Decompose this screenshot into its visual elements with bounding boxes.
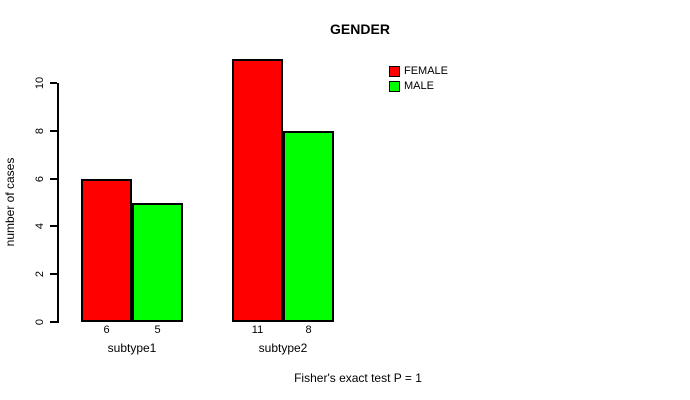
y-tick-label: 4	[34, 223, 46, 230]
bar-male-subtype2	[283, 130, 334, 322]
y-tick-mark	[50, 273, 57, 276]
y-tick-mark	[50, 82, 57, 84]
y-tick-mark	[50, 321, 57, 323]
category-label-subtype1: subtype1	[107, 341, 157, 355]
y-tick-label: 10	[34, 76, 46, 90]
bar-value-label: 6	[103, 324, 110, 336]
bar-value-label: 8	[305, 324, 312, 336]
legend-label: FEMALE	[404, 65, 449, 77]
legend-label: MALE	[404, 80, 434, 92]
bar-female-subtype2	[232, 59, 283, 322]
y-tick-label: 2	[34, 271, 46, 278]
y-axis-title: number of cases	[3, 157, 17, 247]
bar-value-label: 5	[154, 324, 161, 336]
y-tick-mark	[50, 129, 57, 132]
y-tick-mark	[50, 177, 57, 180]
bar-value-label: 11	[251, 324, 264, 336]
legend-row-male: MALE	[389, 80, 448, 92]
y-tick-mark	[50, 225, 57, 228]
chart-title: GENDER	[330, 21, 390, 37]
chart-subtitle: Fisher's exact test P = 1	[294, 371, 422, 385]
legend-row-female: FEMALE	[389, 65, 448, 77]
y-tick-label: 6	[34, 175, 46, 182]
bar-female-subtype1	[81, 178, 132, 322]
category-label-subtype2: subtype2	[258, 341, 308, 355]
y-tick-label: 8	[34, 127, 46, 134]
bar-male-subtype1	[132, 202, 183, 322]
legend-swatch-female	[389, 65, 400, 77]
legend: FEMALE MALE	[389, 65, 448, 95]
y-axis-line	[57, 83, 59, 323]
y-tick-label: 0	[34, 318, 46, 326]
legend-swatch-male	[389, 80, 400, 92]
